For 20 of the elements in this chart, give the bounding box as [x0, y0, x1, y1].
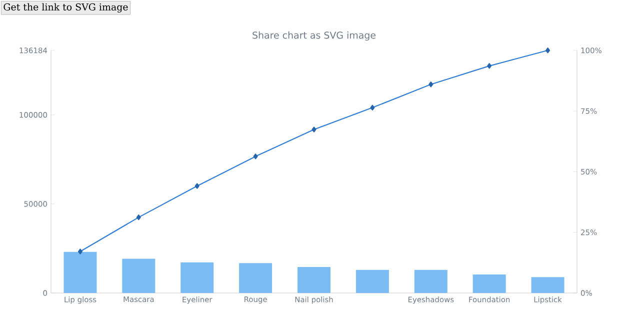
point	[370, 104, 375, 110]
bar	[356, 270, 389, 294]
bar	[64, 252, 97, 294]
point	[487, 63, 492, 69]
bar	[122, 258, 156, 294]
point	[78, 248, 82, 254]
point	[546, 48, 550, 54]
bar	[180, 262, 214, 294]
text: Get the link to SVG image	[4, 3, 128, 12]
chart-title: Share chart as SVG image	[252, 31, 376, 41]
point	[194, 183, 200, 189]
point	[136, 214, 141, 220]
bar	[414, 270, 448, 294]
point	[312, 126, 316, 132]
bar	[297, 266, 330, 294]
bar	[472, 274, 506, 294]
bar	[531, 277, 564, 294]
point	[253, 154, 258, 160]
point	[428, 82, 434, 88]
bar	[239, 263, 272, 294]
